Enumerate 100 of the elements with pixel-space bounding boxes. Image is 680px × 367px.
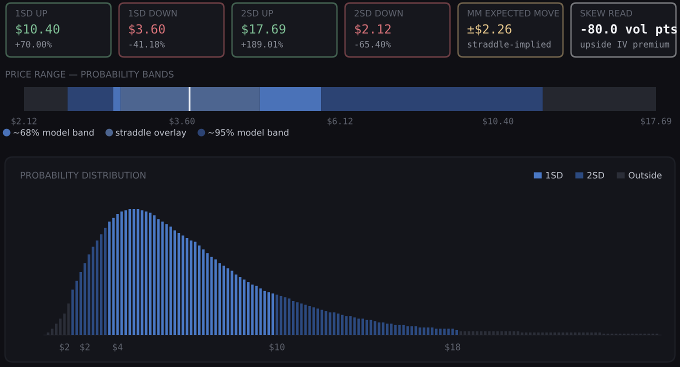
bar — [410, 326, 414, 335]
bar — [284, 297, 286, 335]
x-tick-label: $10 — [270, 343, 284, 352]
bar — [169, 226, 172, 335]
bar — [460, 331, 462, 335]
bar — [308, 306, 311, 335]
bar — [260, 87, 322, 111]
chart-title: PRICE RANGE — PROBABILITY BANDS — [6, 70, 174, 78]
bar — [88, 254, 90, 335]
category-label: 1SD UP — [16, 10, 48, 17]
bar — [390, 324, 393, 335]
bar — [324, 311, 328, 335]
bar — [542, 87, 656, 111]
bar — [296, 302, 299, 335]
legend-label: ~68% model band — [14, 129, 94, 136]
text: -80.0 vol pts — [582, 24, 677, 36]
bar — [108, 222, 111, 335]
bar — [370, 320, 372, 335]
bar — [430, 327, 434, 335]
bar — [173, 230, 176, 335]
text: +70.00% — [15, 40, 52, 48]
bar — [357, 318, 360, 335]
bar — [132, 209, 136, 335]
category-label: MM EXPECTED MOVE — [468, 10, 559, 17]
bar — [418, 327, 422, 335]
bar — [336, 314, 340, 335]
text: $6.12 — [328, 118, 352, 126]
bar — [124, 210, 127, 335]
text: $17.69 — [242, 24, 286, 36]
bar — [447, 328, 450, 335]
bar — [148, 212, 152, 335]
bar — [234, 274, 238, 335]
bar — [186, 238, 188, 335]
legend-label: ~95% model band — [208, 129, 288, 136]
bar — [422, 327, 426, 335]
bar — [345, 316, 348, 335]
bar — [320, 310, 324, 335]
bar — [238, 277, 242, 335]
bar — [386, 324, 388, 335]
text: $10.40 — [16, 24, 60, 36]
bar — [321, 87, 543, 111]
bar — [120, 87, 260, 111]
legend-label: 1SD — [546, 172, 563, 179]
bar — [288, 298, 290, 335]
bar — [406, 326, 409, 335]
bar — [439, 328, 442, 335]
bar — [361, 318, 364, 335]
text: $10.40 — [483, 118, 514, 126]
bar — [113, 87, 121, 111]
bar — [300, 304, 303, 335]
bar — [402, 324, 405, 335]
bar — [455, 330, 458, 335]
bar — [259, 288, 262, 335]
text: $17.69 — [641, 118, 672, 126]
bar — [198, 246, 201, 335]
bar — [304, 304, 307, 335]
bar — [272, 293, 274, 335]
text: -65.40% — [356, 40, 391, 48]
bar — [382, 322, 384, 335]
bar — [190, 240, 192, 335]
bar — [68, 87, 114, 111]
text: $3.60 — [129, 24, 165, 36]
text: straddle-implied — [468, 40, 550, 50]
bar — [136, 209, 140, 335]
bar — [153, 215, 156, 335]
category-label: SKEW READ — [580, 10, 632, 17]
legend-label: straddle overlay — [116, 129, 186, 138]
bar — [366, 320, 368, 335]
bar — [374, 321, 376, 335]
bar — [276, 294, 278, 335]
bar — [242, 280, 246, 335]
bar — [312, 307, 315, 335]
bar — [140, 210, 144, 335]
text: +189.01% — [241, 40, 284, 48]
bar — [255, 286, 258, 335]
bar — [120, 212, 123, 335]
bar — [247, 282, 250, 335]
bar — [251, 284, 254, 335]
bar — [443, 328, 446, 335]
bar — [332, 312, 336, 335]
bar — [267, 292, 270, 335]
bar — [226, 268, 230, 335]
bar — [214, 259, 217, 335]
bar — [210, 256, 213, 335]
chart-title: PROBABILITY DISTRIBUTION — [20, 172, 146, 179]
bar — [426, 327, 430, 335]
bar — [206, 253, 209, 335]
x-tick-label: $4 — [112, 343, 123, 352]
bar — [202, 249, 205, 335]
bar — [328, 312, 332, 335]
category-label: 1SD DOWN — [128, 10, 177, 17]
bar — [116, 214, 119, 335]
bar — [292, 300, 295, 335]
x-tick-label: $18 — [445, 343, 460, 352]
bar — [157, 219, 160, 335]
bar — [414, 326, 418, 335]
legend-label: Outside — [628, 172, 662, 179]
category-label: 2SD DOWN — [354, 10, 403, 17]
bar — [165, 224, 168, 335]
bar — [128, 209, 132, 335]
